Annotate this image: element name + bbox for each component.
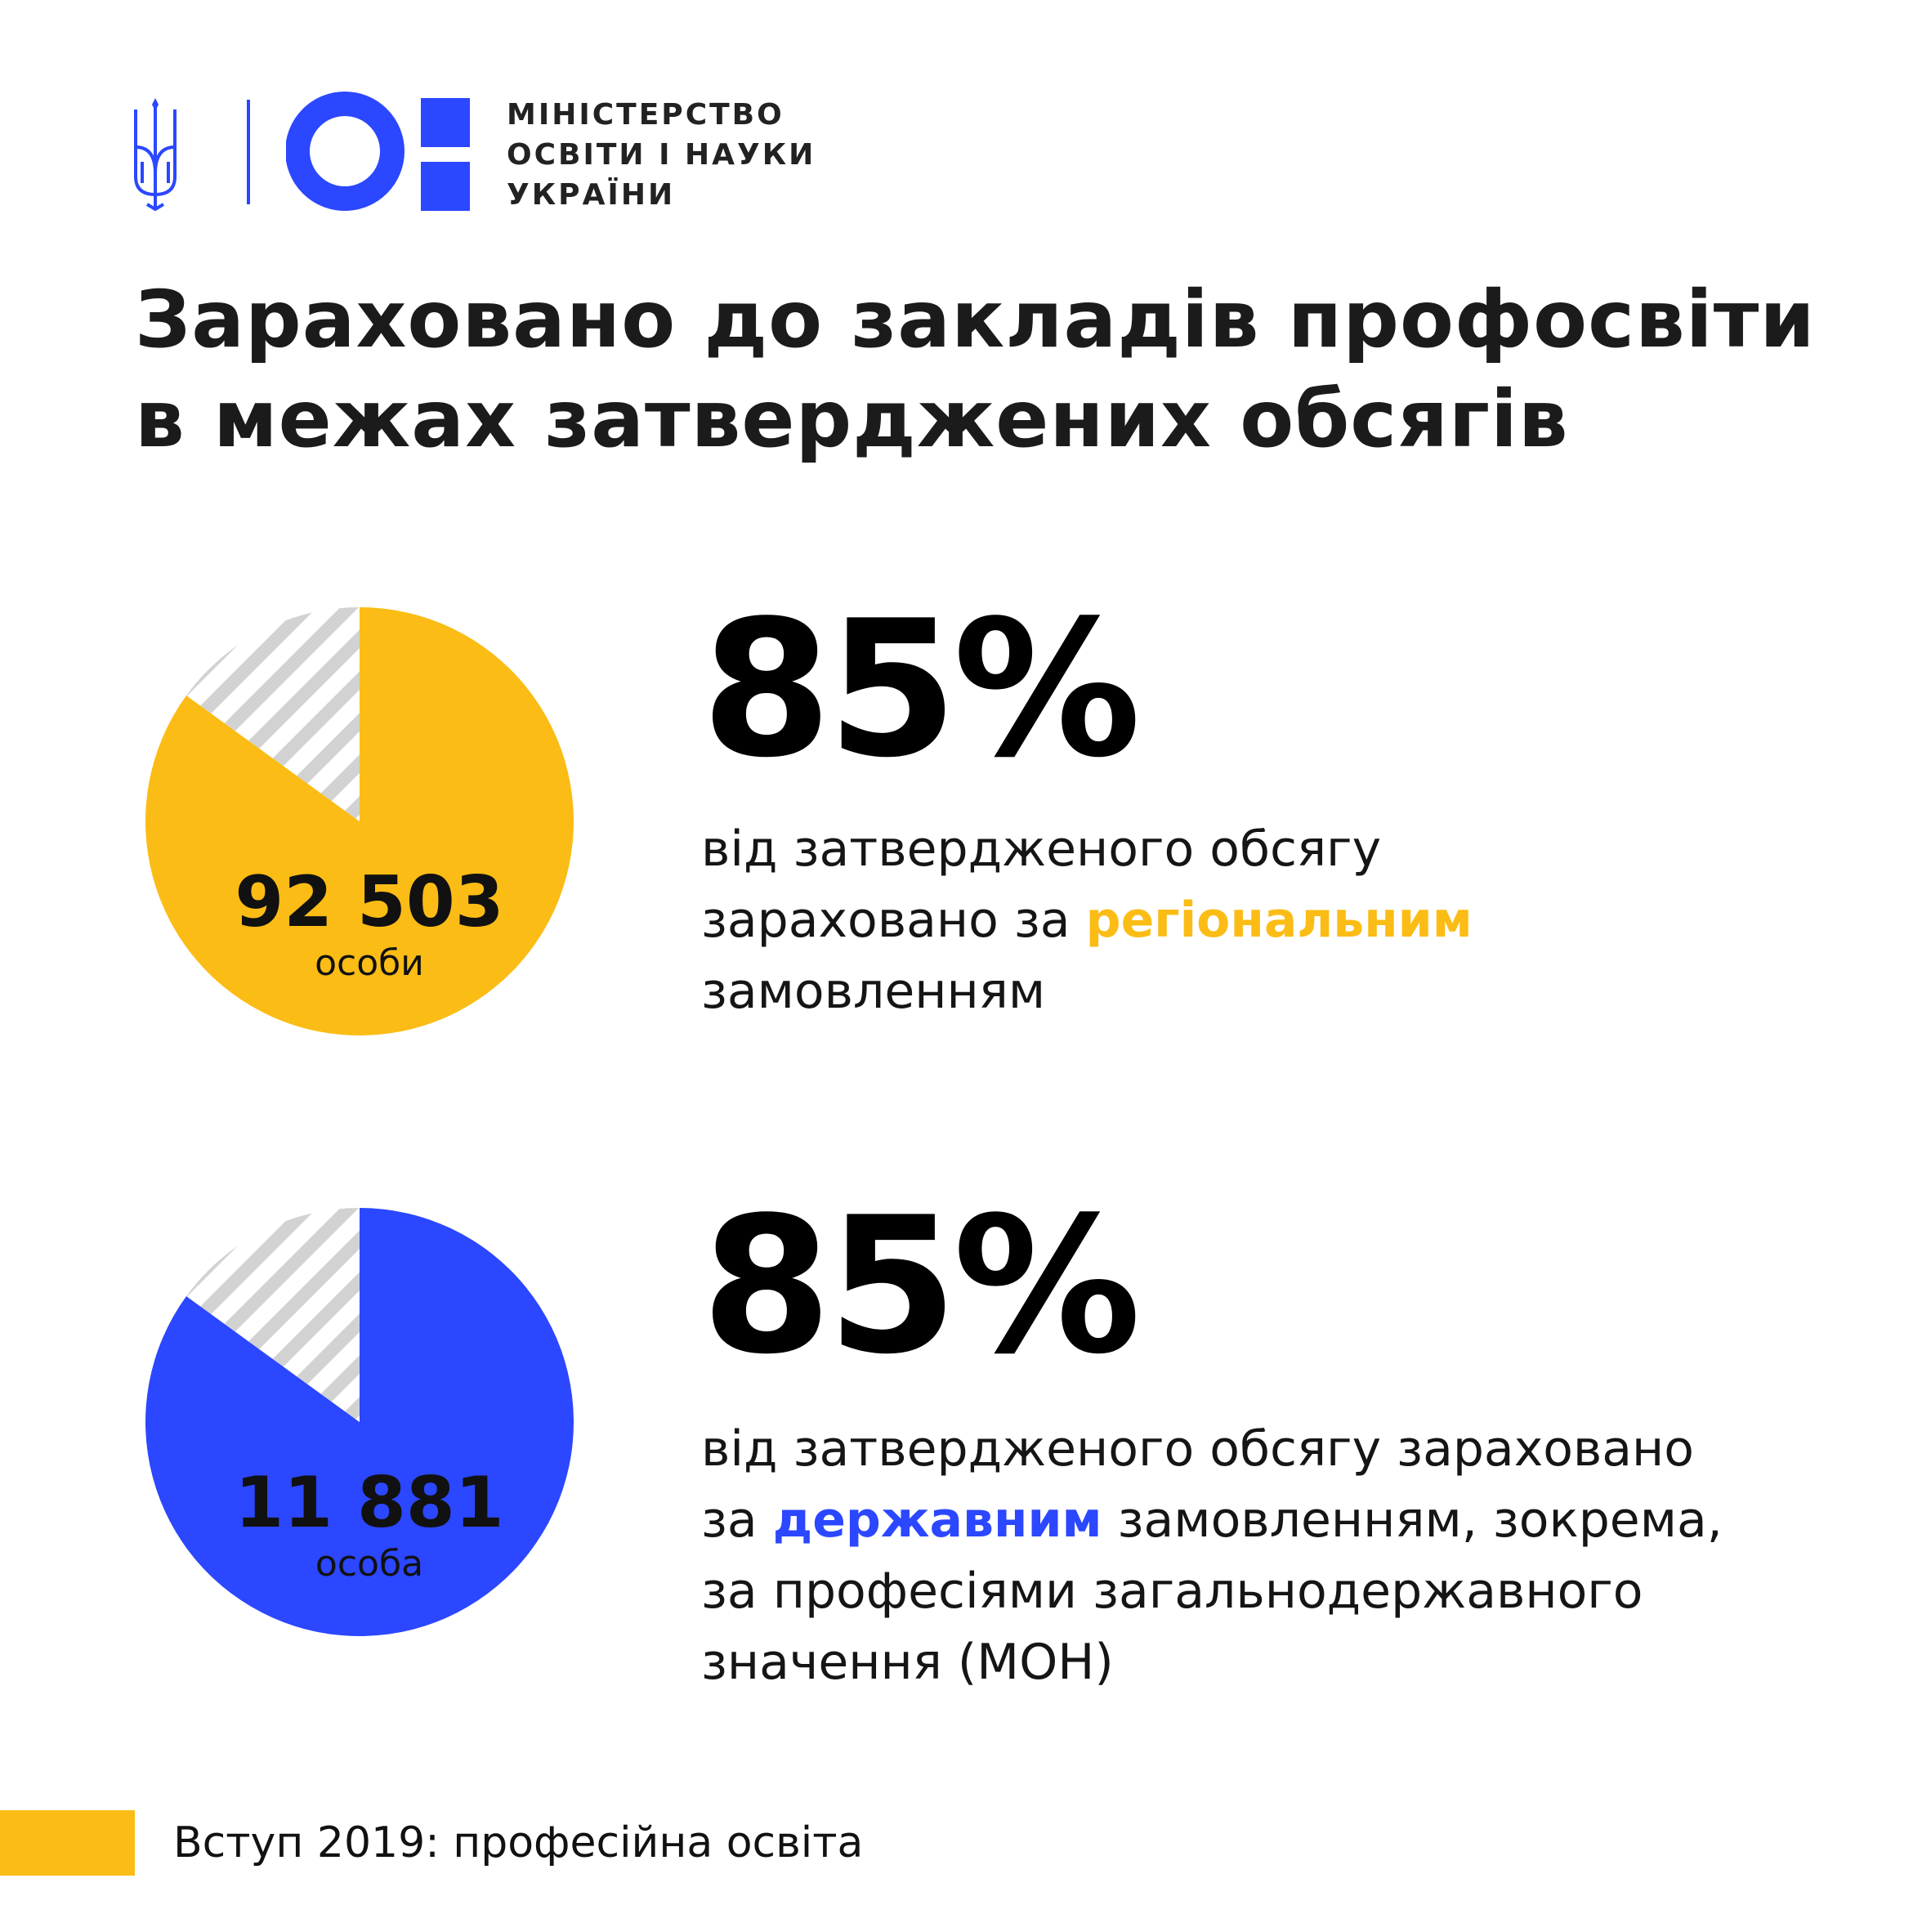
pie-slice-enrolled	[145, 607, 574, 1035]
ministry-name-line: МІНІСТЕРСТВО	[507, 98, 784, 132]
ministry-name: МІНІСТЕРСТВО ОСВІТИ І НАУКИ УКРАЇНИ	[507, 95, 816, 215]
page-title-line: Зараховано до закладів профосвіти	[135, 274, 1816, 365]
header: МІНІСТЕРСТВО ОСВІТИ І НАУКИ УКРАЇНИ	[131, 90, 866, 212]
ministry-name-line: ОСВІТИ І НАУКИ	[507, 138, 816, 172]
header-divider	[247, 100, 250, 204]
page-title-line: в межах затверджених обсягів	[135, 373, 1569, 465]
desc-text: за професіями загальнодержавного	[701, 1563, 1643, 1620]
pie-slice-remaining	[186, 607, 360, 821]
desc-text: за	[701, 1491, 773, 1549]
pie-center-unit: особа	[315, 1543, 423, 1585]
highlight-state: державним	[772, 1491, 1102, 1549]
stat-description: від затвердженого обсягу зараховано за д…	[701, 1414, 1845, 1698]
desc-text: від затвердженого обсягу зараховано	[701, 1420, 1694, 1478]
desc-text: зараховано за	[701, 892, 1086, 949]
percent-value: 85%	[701, 581, 1142, 799]
desc-text: значення (МОН)	[701, 1634, 1114, 1691]
highlight-regional: регіональним	[1085, 892, 1473, 949]
footer-caption: Вступ 2019: професійна освіта	[173, 1818, 864, 1867]
mon-logo-icon	[286, 92, 470, 211]
ministry-name-line: УКРАЇНИ	[507, 178, 676, 212]
pie-center-value: 11 881	[235, 1462, 503, 1544]
desc-text: від затвердженого обсягу	[701, 821, 1382, 878]
trident-icon	[134, 98, 177, 211]
pie-center-value: 92 503	[235, 861, 503, 943]
stat-description: від затвердженого обсягу зараховано за р…	[701, 814, 1845, 1027]
desc-text: замовленням, зокрема,	[1102, 1491, 1723, 1549]
page-title: Зараховано до закладів профосвіти в межа…	[135, 270, 1851, 469]
footer-accent-bar	[0, 1810, 135, 1876]
pie-slice-enrolled	[145, 1208, 574, 1636]
stat-block-state: 85% від затвердженого обсягу зараховано …	[701, 1193, 1845, 1698]
pie-slice-remaining	[186, 1208, 360, 1422]
desc-text: замовленням	[701, 963, 1046, 1020]
stat-block-regional: 85% від затвердженого обсягу зараховано …	[701, 597, 1845, 1027]
percent-value: 85%	[701, 1178, 1142, 1396]
pie-center-unit: особи	[315, 942, 424, 984]
